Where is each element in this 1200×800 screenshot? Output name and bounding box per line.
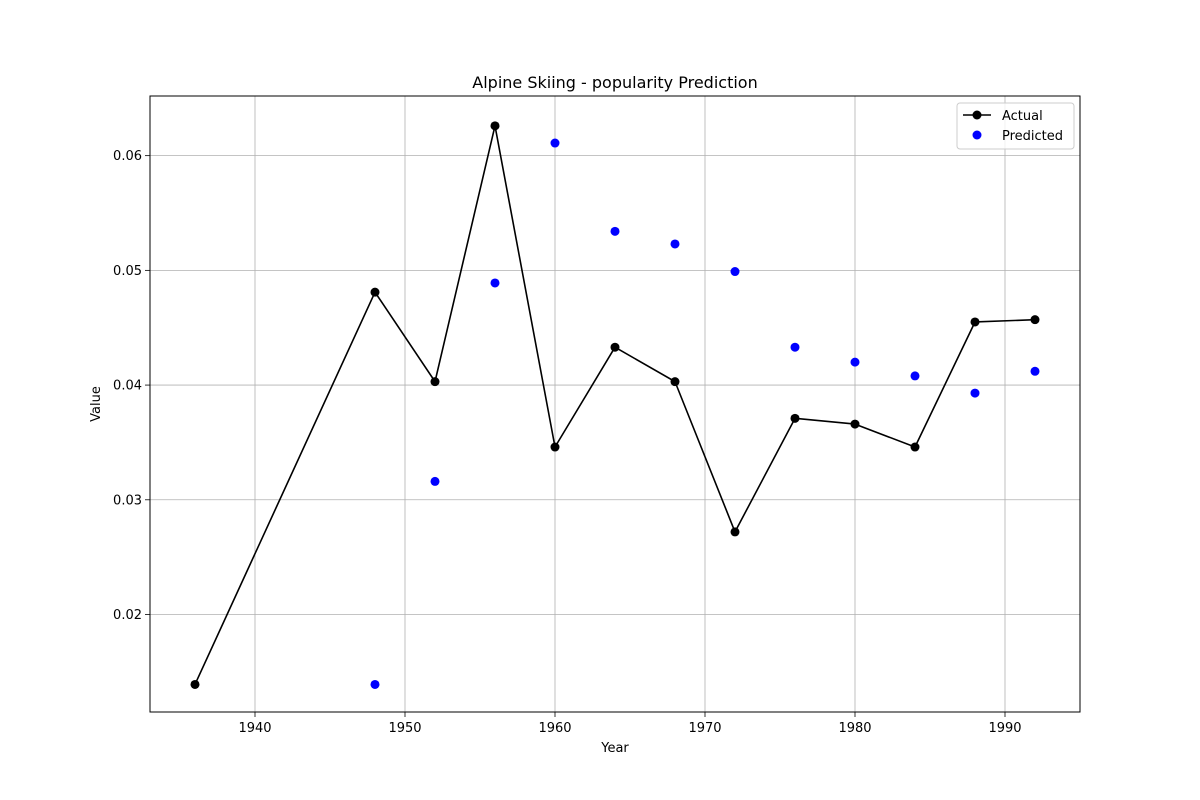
actual-point	[430, 377, 440, 387]
actual-point	[610, 342, 620, 352]
legend-predicted-label: Predicted	[1002, 129, 1063, 144]
x-tick-label: 1950	[388, 721, 421, 736]
predicted-point	[610, 226, 620, 236]
axis-ticks: 1940 1950 1960 1970 1980 1990 0.02 0.03 0.04 0.05…	[113, 149, 1022, 736]
y-axis-label: Value	[89, 386, 104, 422]
series-layer	[190, 121, 1040, 689]
predicted-point	[970, 388, 980, 398]
predicted-point	[550, 138, 560, 148]
predicted-point	[430, 476, 440, 486]
y-tick-label: 0.04	[113, 379, 142, 394]
actual-point	[670, 377, 680, 387]
x-axis-label: Year	[600, 741, 629, 756]
legend: Actual Predicted	[956, 102, 1075, 150]
x-tick-label: 1990	[988, 721, 1021, 736]
actual-point	[370, 287, 380, 297]
grid	[150, 96, 1080, 712]
y-tick-label: 0.06	[113, 149, 142, 164]
predicted-point	[670, 239, 680, 249]
predicted-point	[790, 342, 800, 352]
predicted-point	[490, 278, 500, 288]
x-tick-label: 1980	[838, 721, 871, 736]
y-tick-label: 0.03	[113, 493, 142, 508]
actual-point	[730, 527, 740, 537]
actual-point	[790, 413, 800, 423]
predicted-point	[850, 357, 860, 367]
x-tick-label: 1960	[538, 721, 571, 736]
legend-predicted-marker	[972, 130, 982, 140]
legend-actual-label: Actual	[1002, 109, 1043, 124]
predicted-point	[1030, 366, 1040, 376]
predicted-point	[730, 267, 740, 277]
plot-background	[150, 96, 1080, 712]
legend-actual-marker	[972, 110, 982, 120]
y-tick-label: 0.02	[113, 608, 142, 623]
x-tick-label: 1940	[238, 721, 271, 736]
actual-point	[190, 679, 200, 689]
actual-point	[850, 419, 860, 429]
actual-point	[550, 442, 560, 452]
predicted-point	[910, 371, 920, 381]
chart-title: Alpine Skiing - popularity Prediction	[472, 73, 757, 92]
actual-point	[490, 121, 500, 131]
predicted-point	[370, 679, 380, 689]
actual-point	[970, 317, 980, 327]
x-tick-label: 1970	[688, 721, 721, 736]
actual-point	[910, 442, 920, 452]
actual-point	[1030, 315, 1040, 325]
plot-frame	[149, 95, 1081, 713]
y-tick-label: 0.05	[113, 264, 142, 279]
